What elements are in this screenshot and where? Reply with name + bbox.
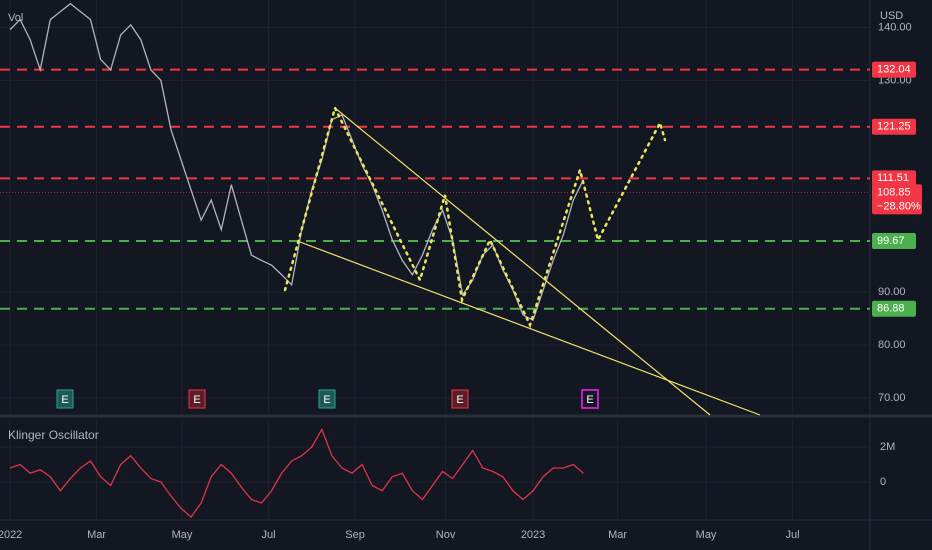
price-line <box>9 2 584 322</box>
earnings-marker <box>56 389 74 409</box>
oscillator-line <box>9 427 584 518</box>
indicator-title: Klinger Oscillator <box>8 428 99 442</box>
plot-layer <box>0 0 870 520</box>
x-tick-label: Jul <box>786 529 800 541</box>
level-label-box <box>872 300 916 317</box>
x-tick-label: 2022 <box>0 529 22 541</box>
earnings-marker <box>581 389 599 409</box>
y-tick-label: 2M <box>880 441 895 453</box>
level-label: 99.67 <box>877 235 905 247</box>
earnings-markers: E E E E E <box>56 389 599 409</box>
x-tick-label: Sep <box>345 529 365 541</box>
x-tick-label: Mar <box>608 529 627 541</box>
projection-path <box>283 104 667 329</box>
last-price-label: 108.85 <box>877 186 911 198</box>
y-tick-label: 90.00 <box>878 286 906 298</box>
earnings-label: E <box>586 394 593 406</box>
level-label: 111.51 <box>877 172 909 184</box>
earnings-marker <box>318 389 336 409</box>
y-tick-label: 0 <box>880 476 886 488</box>
earnings-label: E <box>193 394 200 406</box>
level-label: 86.88 <box>877 303 905 315</box>
earnings-label: E <box>323 394 330 406</box>
level-label-box <box>872 118 916 135</box>
level-label: 121.25 <box>877 121 911 133</box>
level-label: 132.04 <box>877 64 911 76</box>
trendline <box>299 241 761 416</box>
y-tick-label: 70.00 <box>878 392 906 404</box>
y-tick-label: 140.00 <box>878 21 912 33</box>
trendline <box>334 107 711 416</box>
last-price-box <box>872 184 922 215</box>
x-tick-label: 2023 <box>521 529 545 541</box>
x-tick-label: Nov <box>436 529 456 541</box>
earnings-marker <box>188 389 206 409</box>
price-axis-bg <box>870 0 932 550</box>
x-tick-label: Jul <box>262 529 276 541</box>
earnings-marker <box>451 389 469 409</box>
level-label-box <box>872 170 916 187</box>
earnings-label: E <box>61 394 68 406</box>
x-tick-label: May <box>696 529 717 541</box>
earnings-label: E <box>456 394 463 406</box>
volume-label: Vol <box>8 12 23 24</box>
currency-label: USD <box>880 10 903 22</box>
level-label-box <box>872 233 916 250</box>
level-label-box <box>872 61 916 78</box>
x-tick-label: Mar <box>87 529 106 541</box>
last-change-label: −28.80% <box>877 200 921 212</box>
y-tick-label: 80.00 <box>878 339 906 351</box>
x-tick-label: May <box>172 529 193 541</box>
